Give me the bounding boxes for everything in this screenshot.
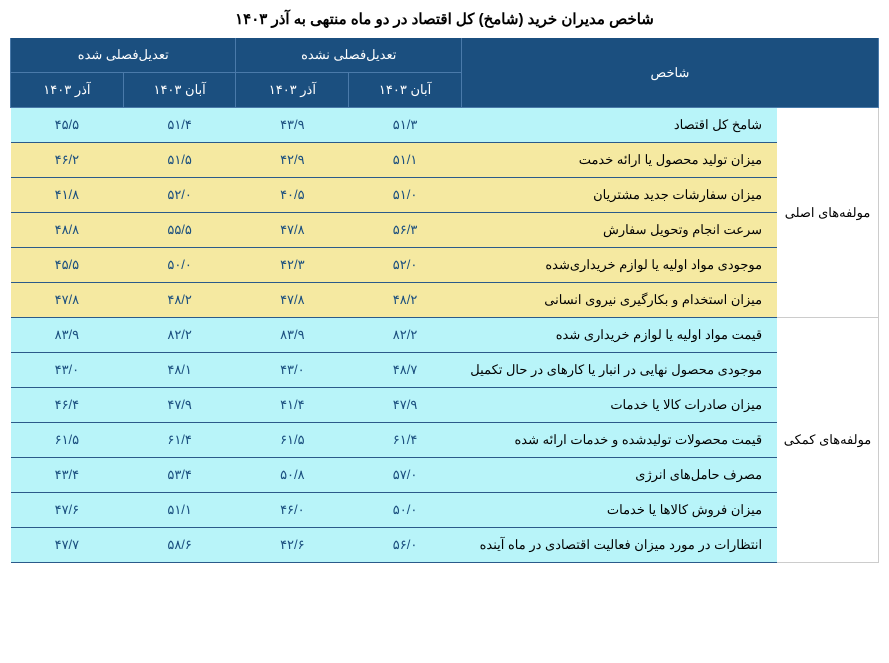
cell-value: ۵۱/۱ [349,143,462,178]
cell-value: ۴۱/۸ [11,178,124,213]
cell-value: ۵۶/۰ [349,528,462,563]
cell-value: ۴۲/۹ [236,143,349,178]
table-row: میزان فروش کالاها یا خدمات۵۰/۰۴۶/۰۵۱/۱۴۷… [11,493,879,528]
cell-value: ۴۲/۳ [236,248,349,283]
table-row: میزان تولید محصول یا ارائه خدمت۵۱/۱۴۲/۹۵… [11,143,879,178]
cell-value: ۴۶/۴ [11,388,124,423]
cell-value: ۵۸/۶ [123,528,236,563]
cell-value: ۶۱/۴ [349,423,462,458]
pmi-table: شاخص تعدیل‌فصلی نشده تعدیل‌فصلی شده آبان… [10,38,879,563]
row-label: شامخ کل اقتصاد [461,108,777,143]
cell-value: ۴۰/۵ [236,178,349,213]
header-ua-aban: آبان ۱۴۰۳ [349,73,462,108]
cell-value: ۴۵/۵ [11,248,124,283]
table-row: میزان استخدام و بکارگیری نیروی انسانی۴۸/… [11,283,879,318]
cell-value: ۵۶/۳ [349,213,462,248]
cell-value: ۵۰/۰ [349,493,462,528]
row-label: سرعت انجام وتحویل سفارش [461,213,777,248]
cell-value: ۵۱/۱ [123,493,236,528]
cell-value: ۵۱/۰ [349,178,462,213]
header-index: شاخص [461,38,878,108]
table-row: سرعت انجام وتحویل سفارش۵۶/۳۴۷/۸۵۵/۵۴۸/۸ [11,213,879,248]
header-a-aban: آبان ۱۴۰۳ [123,73,236,108]
cell-value: ۴۷/۹ [349,388,462,423]
cell-value: ۴۸/۷ [349,353,462,388]
row-label: مصرف حامل‌های انرژی [461,458,777,493]
group-aux-label: مولفه‌های کمکی [777,318,878,563]
cell-value: ۵۰/۸ [236,458,349,493]
table-row: قیمت محصولات تولیدشده و خدمات ارائه شده۶… [11,423,879,458]
cell-value: ۵۲/۰ [349,248,462,283]
table-row: مولفه‌های اصلیشامخ کل اقتصاد۵۱/۳۴۳/۹۵۱/۴… [11,108,879,143]
row-label: میزان تولید محصول یا ارائه خدمت [461,143,777,178]
cell-value: ۴۷/۶ [11,493,124,528]
cell-value: ۴۳/۰ [11,353,124,388]
row-label: میزان صادرات کالا یا خدمات [461,388,777,423]
cell-value: ۵۱/۳ [349,108,462,143]
cell-value: ۴۸/۸ [11,213,124,248]
table-row: میزان سفارشات جدید مشتریان۵۱/۰۴۰/۵۵۲/۰۴۱… [11,178,879,213]
cell-value: ۶۱/۴ [123,423,236,458]
cell-value: ۵۱/۵ [123,143,236,178]
cell-value: ۴۳/۴ [11,458,124,493]
cell-value: ۵۱/۴ [123,108,236,143]
cell-value: ۴۷/۸ [236,283,349,318]
cell-value: ۴۷/۸ [11,283,124,318]
row-label: موجودی مواد اولیه یا لوازم خریداری‌شده [461,248,777,283]
cell-value: ۵۰/۰ [123,248,236,283]
row-label: انتظارات در مورد میزان فعالیت اقتصادی در… [461,528,777,563]
header-adjusted: تعدیل‌فصلی شده [11,38,236,73]
cell-value: ۴۸/۱ [123,353,236,388]
cell-value: ۸۲/۲ [349,318,462,353]
table-body: مولفه‌های اصلیشامخ کل اقتصاد۵۱/۳۴۳/۹۵۱/۴… [11,108,879,563]
cell-value: ۴۸/۲ [349,283,462,318]
table-row: موجودی مواد اولیه یا لوازم خریداری‌شده۵۲… [11,248,879,283]
cell-value: ۵۵/۵ [123,213,236,248]
cell-value: ۸۳/۹ [11,318,124,353]
table-header: شاخص تعدیل‌فصلی نشده تعدیل‌فصلی شده آبان… [11,38,879,108]
cell-value: ۴۳/۰ [236,353,349,388]
table-title: شاخص مدیران خرید (شامخ) کل اقتصاد در دو … [10,10,879,28]
header-ua-azar: آذر ۱۴۰۳ [236,73,349,108]
row-label: میزان فروش کالاها یا خدمات [461,493,777,528]
cell-value: ۴۷/۹ [123,388,236,423]
cell-value: ۵۲/۰ [123,178,236,213]
cell-value: ۴۷/۷ [11,528,124,563]
cell-value: ۴۲/۶ [236,528,349,563]
row-label: میزان سفارشات جدید مشتریان [461,178,777,213]
row-label: میزان استخدام و بکارگیری نیروی انسانی [461,283,777,318]
group-main-label: مولفه‌های اصلی [777,108,878,318]
cell-value: ۸۳/۹ [236,318,349,353]
cell-value: ۴۶/۰ [236,493,349,528]
table-row: میزان صادرات کالا یا خدمات۴۷/۹۴۱/۴۴۷/۹۴۶… [11,388,879,423]
cell-value: ۴۱/۴ [236,388,349,423]
table-row: موجودی محصول نهایی در انبار یا کارهای در… [11,353,879,388]
cell-value: ۶۱/۵ [11,423,124,458]
cell-value: ۵۳/۴ [123,458,236,493]
header-a-azar: آذر ۱۴۰۳ [11,73,124,108]
header-unadjusted: تعدیل‌فصلی نشده [236,38,461,73]
table-row: مصرف حامل‌های انرژی۵۷/۰۵۰/۸۵۳/۴۴۳/۴ [11,458,879,493]
cell-value: ۴۵/۵ [11,108,124,143]
table-row: انتظارات در مورد میزان فعالیت اقتصادی در… [11,528,879,563]
cell-value: ۶۱/۵ [236,423,349,458]
row-label: قیمت محصولات تولیدشده و خدمات ارائه شده [461,423,777,458]
cell-value: ۴۶/۲ [11,143,124,178]
table-container: شاخص مدیران خرید (شامخ) کل اقتصاد در دو … [10,10,879,563]
cell-value: ۴۷/۸ [236,213,349,248]
row-label: موجودی محصول نهایی در انبار یا کارهای در… [461,353,777,388]
cell-value: ۴۳/۹ [236,108,349,143]
cell-value: ۴۸/۲ [123,283,236,318]
row-label: قیمت مواد اولیه یا لوازم خریداری شده [461,318,777,353]
table-row: مولفه‌های کمکیقیمت مواد اولیه یا لوازم خ… [11,318,879,353]
cell-value: ۸۲/۲ [123,318,236,353]
cell-value: ۵۷/۰ [349,458,462,493]
